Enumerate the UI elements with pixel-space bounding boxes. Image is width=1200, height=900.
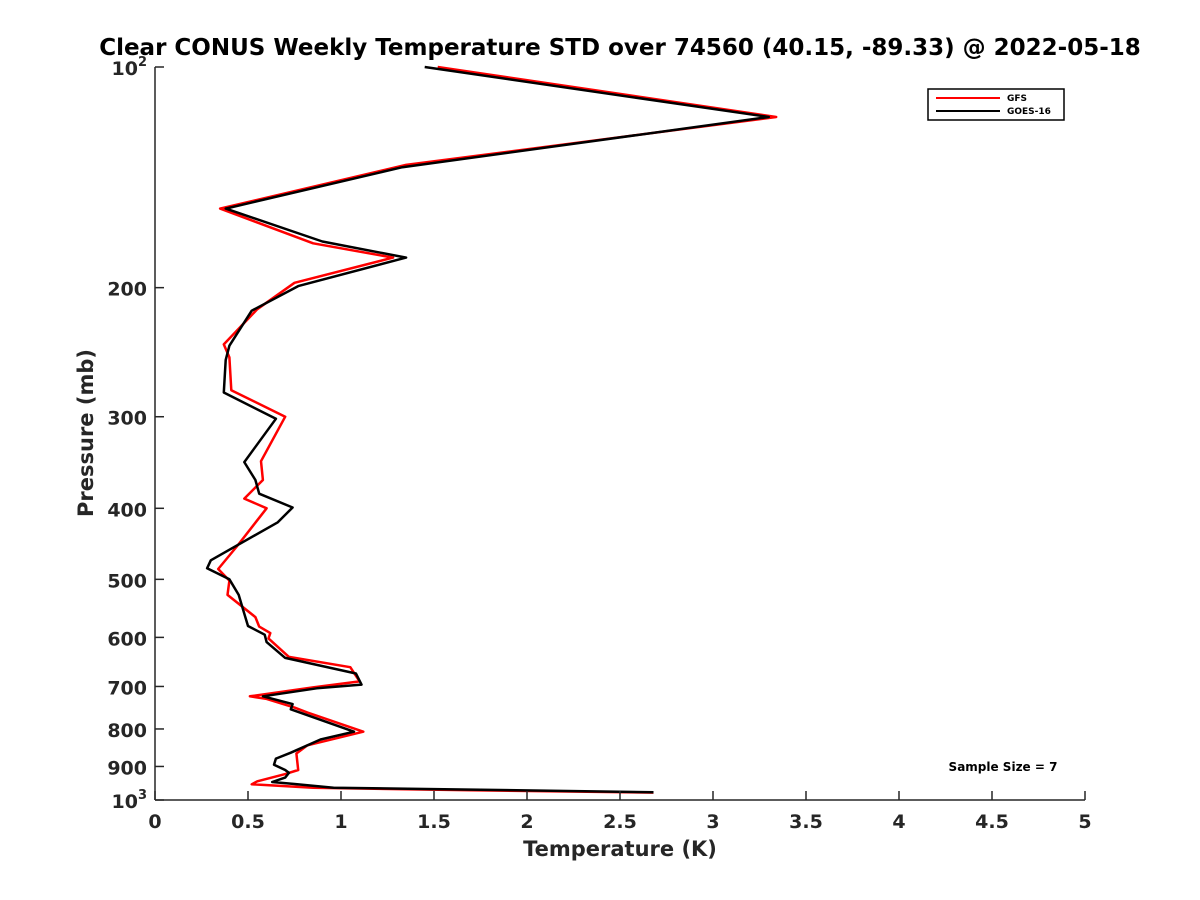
y-tick-label: 900 (107, 757, 147, 779)
y-tick-label: 400 (107, 499, 147, 521)
y-axis-label: Pressure (mb) (74, 349, 98, 517)
sample-size-annotation: Sample Size = 7 (949, 760, 1058, 774)
y-tick-label: 300 (107, 408, 147, 430)
legend-box (927, 88, 1065, 121)
series-line-gfs (216, 65, 778, 794)
x-tick-label: 0.5 (231, 811, 265, 833)
y-tick-label: 103 (112, 788, 148, 813)
legend-label-goes-16: GOES-16 (1007, 107, 1051, 117)
y-tick-label: 700 (107, 677, 147, 699)
series-layer (205, 65, 778, 794)
x-tick-label: 1 (334, 811, 347, 833)
x-tick-label: 4 (892, 811, 905, 833)
x-tick-label: 2.5 (603, 811, 637, 833)
y-tick-label: 500 (107, 570, 147, 592)
x-tick-label: 5 (1078, 811, 1091, 833)
y-ticks: 102 200 300 400 500 600 700 800 900 103 (107, 55, 164, 813)
y-tick-label: 800 (107, 720, 147, 742)
x-tick-label: 1.5 (417, 811, 451, 833)
chart-title: Clear CONUS Weekly Temperature STD over … (99, 35, 1141, 61)
x-tick-label: 4.5 (975, 811, 1009, 833)
x-tick-label: 2 (520, 811, 533, 833)
x-tick-label: 3.5 (789, 811, 823, 833)
x-ticks: 0 0.5 1 1.5 2 2.5 3 3.5 4 4.5 5 (148, 791, 1092, 833)
y-tick-label: 200 (107, 279, 147, 301)
x-tick-label: 0 (148, 811, 161, 833)
series-line-goes-16 (205, 65, 771, 794)
y-tick-label: 600 (107, 628, 147, 650)
x-axis-label: Temperature (K) (523, 837, 717, 861)
legend-label-gfs: GFS (1007, 94, 1027, 104)
legend: GFS GOES-16 (927, 88, 1065, 121)
x-tick-label: 3 (706, 811, 719, 833)
y-tick-label: 102 (112, 55, 148, 80)
